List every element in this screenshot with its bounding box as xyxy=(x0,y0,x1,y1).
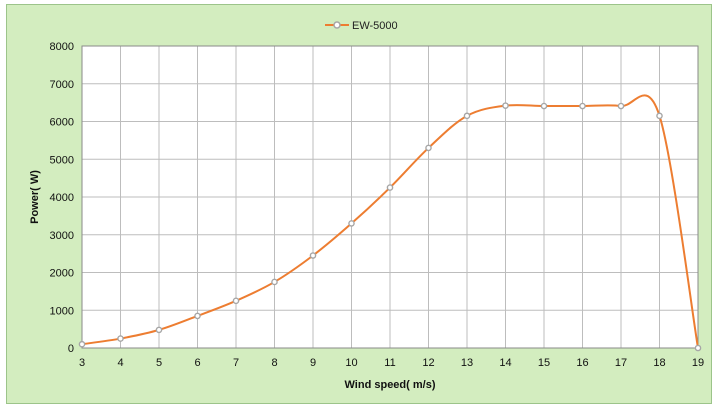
x-tick-label: 6 xyxy=(194,357,200,369)
data-point-marker xyxy=(617,102,625,110)
data-point-marker xyxy=(540,102,548,110)
x-tick-label: 5 xyxy=(156,357,162,369)
x-axis-title: Wind speed( m/s) xyxy=(345,379,436,391)
x-tick-label: 14 xyxy=(499,357,511,369)
data-point-marker xyxy=(425,144,432,152)
data-point-marker xyxy=(117,335,124,342)
data-point-marker xyxy=(232,297,240,305)
y-tick-label: 7000 xyxy=(50,79,74,91)
x-tick-label: 12 xyxy=(422,357,434,369)
y-tick-label: 8000 xyxy=(50,41,74,53)
x-tick-label: 3 xyxy=(79,357,85,369)
data-point-marker xyxy=(309,252,317,259)
y-tick-label: 0 xyxy=(68,343,74,355)
plot-border xyxy=(81,45,699,349)
legend-label: EW-5000 xyxy=(352,20,398,32)
x-tick-label: 9 xyxy=(310,357,316,369)
data-point-marker xyxy=(463,112,471,120)
y-axis-title: Power( W) xyxy=(29,170,41,224)
x-tick-label: 17 xyxy=(615,357,627,369)
x-tick-label: 18 xyxy=(653,357,665,369)
data-point-marker xyxy=(502,102,509,109)
x-tick-label: 13 xyxy=(461,357,473,369)
data-point-marker xyxy=(194,312,201,320)
x-tick-label: 16 xyxy=(576,357,588,369)
legend: EW-5000 xyxy=(325,20,398,32)
data-point-marker xyxy=(386,184,394,191)
series-layer xyxy=(78,94,702,352)
data-point-marker xyxy=(694,344,702,352)
data-point-marker xyxy=(271,278,278,286)
x-tick-label: 10 xyxy=(345,357,357,369)
x-tick-label: 15 xyxy=(538,357,550,369)
data-point-marker xyxy=(579,102,586,110)
tick-labels: 0 1000 2000 3000 4000 5000 6000 7000 8000 3 4 5 6 7 8 9… xyxy=(50,41,705,369)
data-point-marker xyxy=(348,220,355,227)
y-tick-label: 1000 xyxy=(50,305,74,317)
y-tick-label: 3000 xyxy=(50,230,74,242)
y-tick-label: 5000 xyxy=(50,154,74,166)
x-tick-label: 11 xyxy=(384,357,395,369)
data-point-marker xyxy=(78,340,86,348)
grid-lines xyxy=(81,45,699,349)
x-tick-label: 4 xyxy=(117,357,123,369)
data-point-marker xyxy=(656,112,663,120)
x-tick-label: 7 xyxy=(233,357,239,369)
legend-marker xyxy=(333,21,341,29)
y-tick-label: 4000 xyxy=(50,192,74,204)
y-tick-label: 6000 xyxy=(50,117,74,129)
data-point-marker xyxy=(155,326,163,334)
x-tick-label: 19 xyxy=(692,357,704,369)
y-tick-label: 2000 xyxy=(50,268,74,280)
x-tick-label: 8 xyxy=(271,357,277,369)
